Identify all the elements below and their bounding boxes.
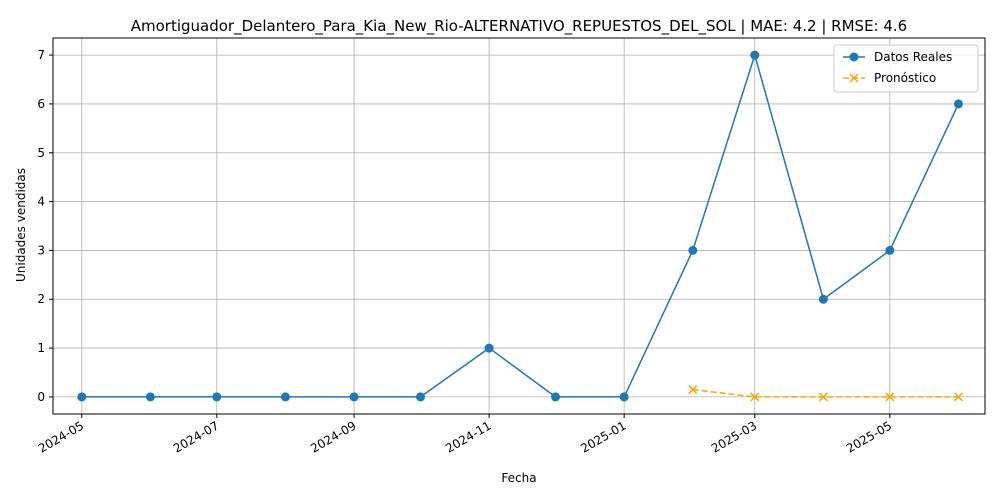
y-tick-label: 7 (37, 48, 45, 62)
data-point (484, 343, 494, 353)
series-line (81, 52, 960, 398)
legend-box (833, 44, 979, 93)
data-point (688, 385, 698, 395)
legend-label: Datos Reales (874, 50, 952, 64)
data-point (145, 392, 155, 402)
data-point (688, 245, 698, 255)
data-point (212, 392, 222, 402)
y-tick-label: 6 (37, 97, 45, 111)
x-axis-label: Fecha (501, 471, 536, 485)
data-point (349, 392, 359, 402)
data-point (280, 392, 290, 402)
legend-item: Datos Reales (843, 50, 952, 64)
data-point (77, 392, 87, 402)
data-point (953, 99, 963, 109)
data-point (551, 392, 561, 402)
legend-label: Pronóstico (874, 71, 936, 85)
y-tick-label: 5 (37, 146, 45, 160)
data-point (818, 392, 828, 402)
legend-item: Pronóstico (843, 71, 936, 85)
data-point (750, 50, 760, 60)
y-tick-label: 2 (37, 292, 45, 306)
series-0 (77, 50, 963, 402)
data-point (619, 392, 629, 402)
data-point (885, 392, 895, 402)
grid (53, 38, 985, 414)
legend-marker (849, 73, 859, 83)
chart-title: Amortiguador_Delantero_Para_Kia_New_Rio-… (131, 17, 907, 36)
plot-frame (52, 37, 986, 415)
data-point (818, 294, 828, 304)
y-tick-label: 1 (37, 341, 45, 355)
data-point (415, 392, 425, 402)
legend: Datos Reales Pronóstico (833, 44, 979, 93)
y-tick-label: 0 (37, 390, 45, 404)
series-area (77, 50, 963, 402)
y-tick-label: 3 (37, 243, 45, 257)
legend-marker (849, 52, 859, 62)
data-point (953, 392, 963, 402)
y-tick-label: 4 (37, 195, 45, 209)
y-axis-label: Unidades vendidas (14, 168, 28, 282)
data-point (885, 245, 895, 255)
series-1 (688, 385, 963, 402)
data-point (750, 392, 760, 402)
